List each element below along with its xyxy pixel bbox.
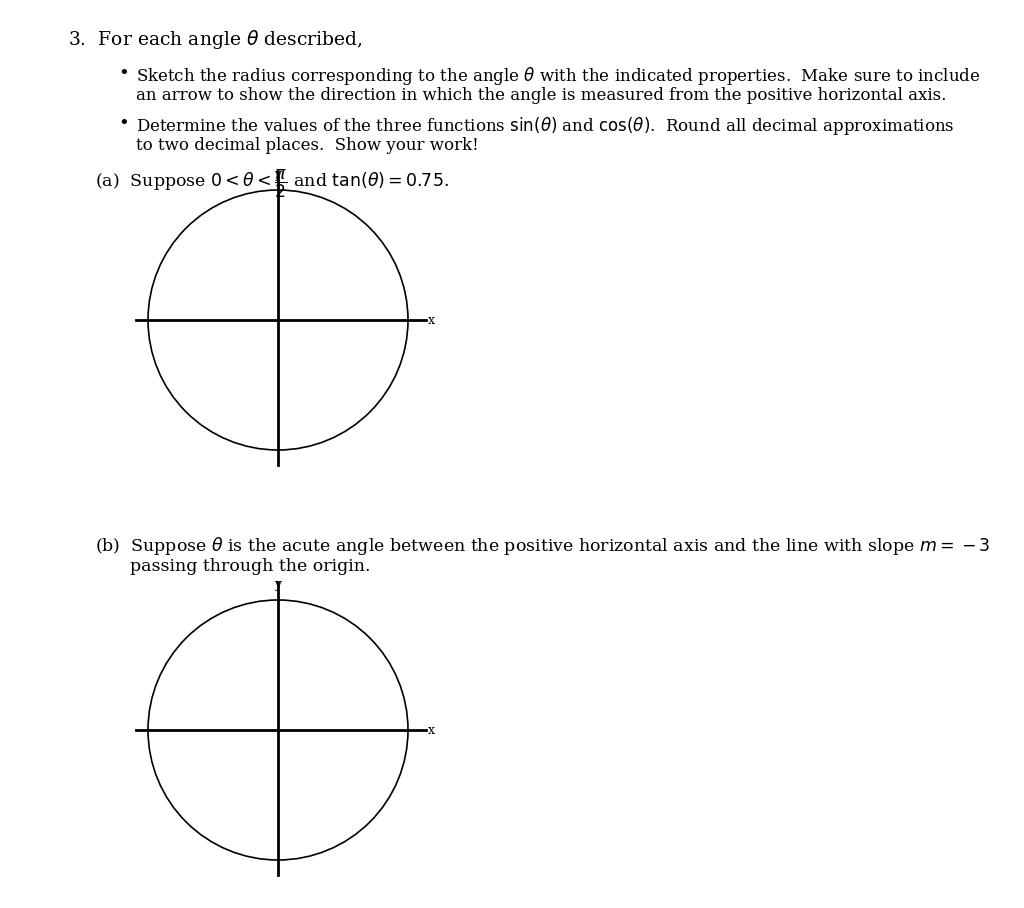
Text: y: y [274,168,282,181]
Text: (a)  Suppose $0 < \theta < \dfrac{\pi}{2}$ and $\tan(\theta) = 0.75$.: (a) Suppose $0 < \theta < \dfrac{\pi}{2}… [95,168,449,201]
Text: Determine the values of the three functions $\sin(\theta)$ and $\cos(\theta)$.  : Determine the values of the three functi… [136,115,954,137]
Text: Sketch the radius corresponding to the angle $\theta$ with the indicated propert: Sketch the radius corresponding to the a… [136,65,980,87]
Text: •: • [118,65,129,83]
Text: y: y [274,578,282,591]
Text: to two decimal places.  Show your work!: to two decimal places. Show your work! [136,137,479,154]
Text: •: • [118,115,129,133]
Text: (b)  Suppose $\theta$ is the acute angle between the positive horizontal axis an: (b) Suppose $\theta$ is the acute angle … [95,535,990,557]
Text: 3.  For each angle $\theta$ described,: 3. For each angle $\theta$ described, [68,28,362,51]
Text: passing through the origin.: passing through the origin. [130,558,371,575]
Text: x: x [428,724,435,736]
Text: x: x [428,313,435,327]
Text: an arrow to show the direction in which the angle is measured from the positive : an arrow to show the direction in which … [136,87,946,104]
